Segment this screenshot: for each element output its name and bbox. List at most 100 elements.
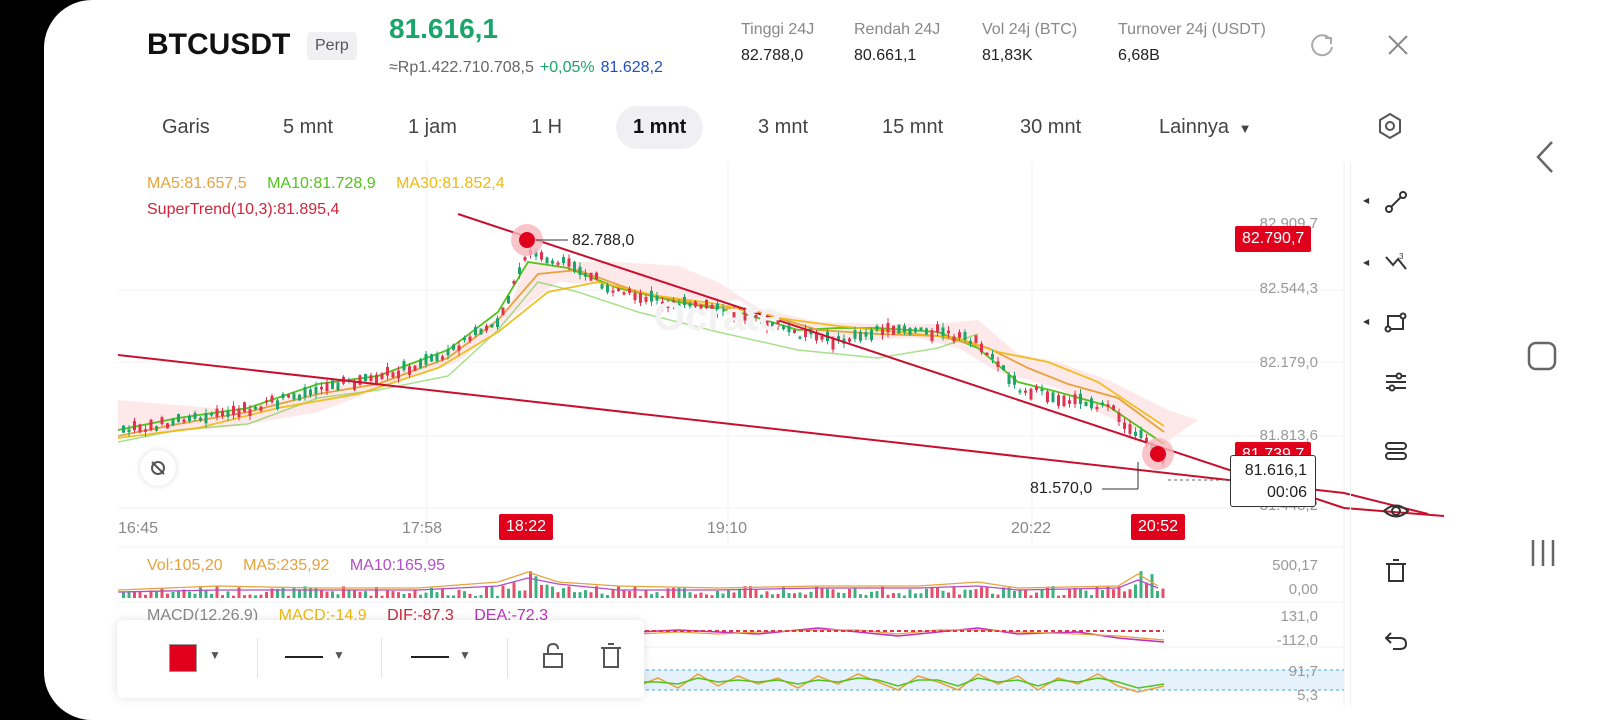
volume-bar <box>633 586 637 598</box>
line-style-solid[interactable] <box>285 656 323 658</box>
tab-garis[interactable]: Garis <box>162 116 210 138</box>
tab-1d[interactable]: 1 H <box>531 116 563 138</box>
volume-bar <box>793 593 796 598</box>
tab-15m[interactable]: 15 mnt <box>882 116 944 138</box>
volume-bar <box>732 592 736 598</box>
eye-icon[interactable] <box>1378 493 1414 529</box>
candle-body <box>501 307 505 316</box>
volume-bar <box>518 590 521 598</box>
volume-bar <box>507 588 510 598</box>
volume-bar <box>215 586 219 598</box>
candle-body <box>160 417 164 425</box>
candle-body <box>936 324 939 333</box>
back-icon[interactable] <box>1534 140 1558 179</box>
candle-body <box>820 335 824 340</box>
mark-price: 81.628,2 <box>600 59 663 76</box>
candle-body <box>463 337 466 341</box>
candle-body <box>798 336 802 339</box>
reset-view-icon[interactable] <box>140 450 176 486</box>
type-badge: Perp <box>307 32 357 60</box>
rotate-icon[interactable] <box>1310 33 1336 64</box>
home-icon[interactable] <box>1526 340 1558 377</box>
candle-body <box>1040 388 1044 392</box>
template-icon[interactable] <box>1378 433 1414 469</box>
trendline-icon[interactable] <box>1378 184 1414 220</box>
dif-value: DIF:-87,3 <box>387 607 454 624</box>
candle-body <box>633 293 637 301</box>
caret-down-icon[interactable]: ▼ <box>333 648 345 662</box>
candle-body <box>496 318 499 328</box>
volume-bar <box>743 586 747 598</box>
settings-sliders-icon[interactable] <box>1378 364 1414 400</box>
candle-body <box>903 325 906 333</box>
volume-bar <box>122 591 125 598</box>
tab-1m-active[interactable]: 1 mnt <box>616 106 704 149</box>
vol-tick: 500,17 <box>1272 557 1318 574</box>
candle-body <box>628 288 631 293</box>
svg-text:3: 3 <box>1399 252 1404 261</box>
tab-more[interactable]: Lainnya ▼ <box>1159 116 1252 139</box>
candle-body <box>980 343 983 353</box>
candle-body <box>881 328 884 336</box>
volume-bar <box>298 589 301 598</box>
volume-bar <box>529 571 532 598</box>
caret-down-icon[interactable]: ▼ <box>209 648 221 662</box>
color-swatch[interactable] <box>169 644 197 672</box>
candle-body <box>1062 395 1066 407</box>
candle-body <box>430 354 433 362</box>
candle-body <box>941 327 945 336</box>
tab-1h[interactable]: 1 jam <box>408 116 457 138</box>
candle-body <box>551 260 554 264</box>
time-tick: 19:10 <box>707 520 748 537</box>
volume-bar <box>826 588 829 598</box>
time-tag-current: 20:52 <box>1131 514 1186 540</box>
candle-body <box>771 321 774 331</box>
volume-bar <box>892 593 895 598</box>
volume-bar <box>457 589 461 598</box>
unlock-icon[interactable] <box>541 642 565 675</box>
macd-tick: 131,0 <box>1280 608 1318 625</box>
volume-bar <box>749 586 752 598</box>
chart-settings-icon[interactable] <box>1376 112 1404 145</box>
volume-bar <box>430 587 433 598</box>
kdj-tick: 5,3 <box>1297 687 1318 704</box>
tab-5m[interactable]: 5 mnt <box>283 116 334 138</box>
recent-apps-icon[interactable] <box>1528 537 1558 574</box>
candle-body <box>397 370 400 379</box>
volume-bar <box>254 595 257 598</box>
volume-bar <box>463 591 466 598</box>
tab-30m[interactable]: 30 mnt <box>1020 116 1082 138</box>
ma5-label: MA5:81.657,5 <box>147 175 247 192</box>
candle-body <box>1029 388 1033 400</box>
volume-bar <box>842 593 846 598</box>
volume-bar <box>848 588 851 598</box>
volume-bar <box>1035 592 1038 598</box>
caret-down-icon[interactable]: ▼ <box>459 648 471 662</box>
candle-body <box>974 335 978 343</box>
volume-bar <box>270 588 274 598</box>
candle-body <box>809 331 813 335</box>
volume-bar <box>886 594 890 598</box>
watermark: Ocrate <box>654 295 781 339</box>
tab-3m[interactable]: 3 mnt <box>758 116 809 138</box>
undo-icon[interactable] <box>1378 622 1414 658</box>
fib-icon[interactable]: 3 <box>1378 244 1414 280</box>
candle-body <box>639 292 642 303</box>
volume-bar <box>188 591 191 598</box>
volume-bar <box>1002 587 1005 598</box>
volume-bar <box>133 591 136 598</box>
volume-bar <box>309 588 312 598</box>
candle-body <box>1068 400 1071 404</box>
candle-body <box>886 322 890 333</box>
candle-body <box>474 327 477 336</box>
candle-body <box>386 366 389 376</box>
volume-bar <box>628 591 631 598</box>
trash-icon[interactable] <box>599 642 623 675</box>
candle-body <box>364 374 367 382</box>
trash-icon[interactable] <box>1378 553 1414 589</box>
close-icon[interactable] <box>1385 32 1411 63</box>
volume-bar <box>963 589 967 598</box>
line-width[interactable] <box>411 656 449 658</box>
symbol-title[interactable]: BTCUSDT <box>147 28 291 61</box>
shape-icon[interactable] <box>1378 304 1414 340</box>
